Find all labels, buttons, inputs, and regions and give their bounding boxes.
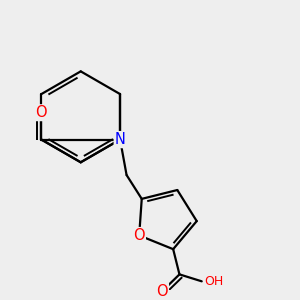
Text: OH: OH [204, 275, 224, 288]
Text: S: S [115, 132, 125, 147]
Text: O: O [134, 228, 145, 243]
Text: O: O [35, 105, 47, 120]
Text: N: N [115, 132, 125, 147]
Text: O: O [156, 284, 168, 299]
